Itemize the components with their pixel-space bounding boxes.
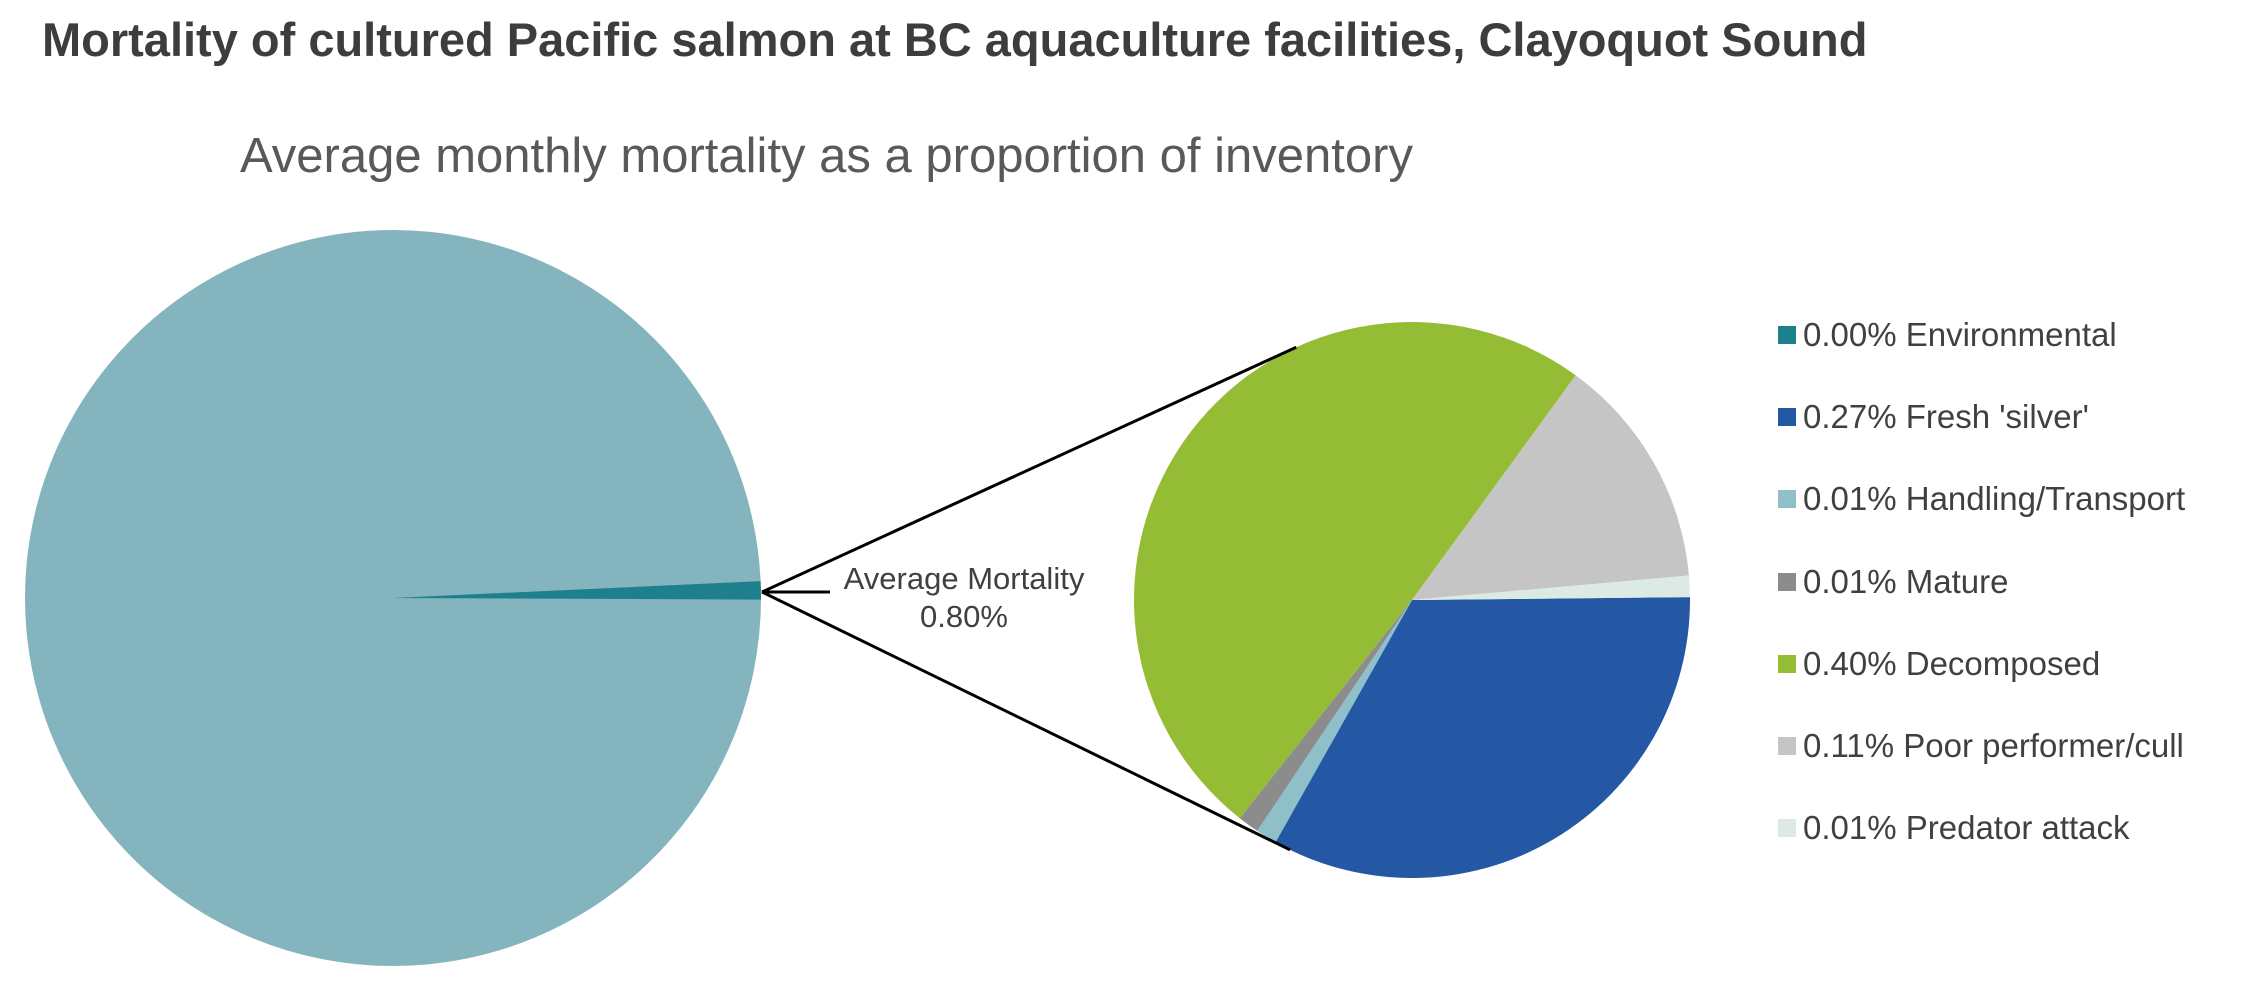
breakdown-slice-predator-attack bbox=[1412, 575, 1690, 600]
average-mortality-callout: Average Mortality 0.80% bbox=[844, 560, 1085, 636]
connector-line-bottom bbox=[761, 590, 1291, 852]
connector-line-top bbox=[761, 345, 1297, 594]
breakdown-slice-mature bbox=[1239, 600, 1412, 831]
breakdown-slice-fresh-silver bbox=[1275, 597, 1690, 879]
breakdown-slice-handling-transport bbox=[1257, 600, 1412, 843]
callout-value: 0.80% bbox=[920, 599, 1008, 634]
breakdown-slice-decomposed bbox=[1133, 321, 1576, 819]
chart-title: Mortality of cultured Pacific salmon at … bbox=[42, 13, 1868, 66]
chart-subtitle: Average monthly mortality as a proportio… bbox=[240, 129, 1413, 183]
callout-label: Average Mortality bbox=[843, 561, 1085, 596]
breakdown-slice-poor-performer-cull bbox=[1412, 375, 1689, 600]
main-pie-average-mortality bbox=[393, 581, 761, 600]
